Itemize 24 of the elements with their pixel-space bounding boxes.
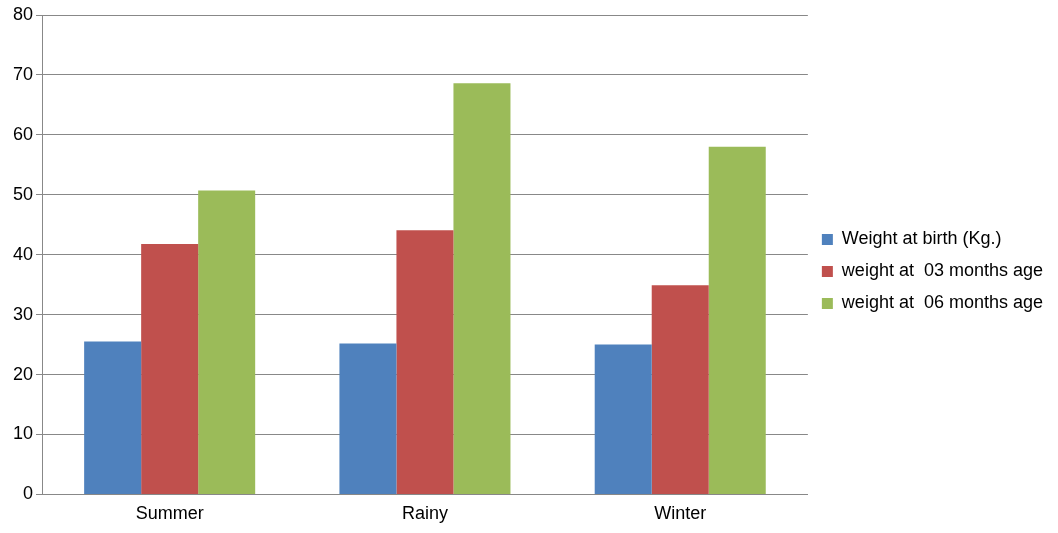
bar — [396, 230, 454, 494]
legend-label: weight at 06 months age — [840, 292, 1044, 313]
y-tick-label: 70 — [12, 63, 34, 84]
y-tick-label: 10 — [12, 423, 34, 444]
x-tick-label: Summer — [135, 503, 204, 524]
bar — [84, 341, 142, 494]
bar — [594, 344, 652, 494]
bar — [651, 285, 709, 494]
bar — [141, 243, 199, 494]
y-tick-label: 50 — [12, 183, 34, 204]
bar — [198, 190, 256, 494]
x-tick-label: Rainy — [401, 503, 448, 524]
legend-label: weight at 03 months age — [840, 260, 1044, 281]
y-tick-label: 0 — [23, 483, 34, 504]
y-tick-label: 20 — [12, 363, 34, 384]
bar — [339, 343, 397, 494]
y-tick-label: 40 — [12, 243, 34, 264]
x-tick-label: Winter — [654, 503, 707, 524]
y-tick-label: 60 — [12, 123, 34, 144]
legend-label: Weight at birth (Kg.) — [841, 228, 1002, 249]
y-tick-label: 80 — [12, 3, 34, 24]
y-tick-label: 30 — [12, 303, 34, 324]
bar — [453, 83, 511, 494]
bar — [708, 146, 766, 494]
